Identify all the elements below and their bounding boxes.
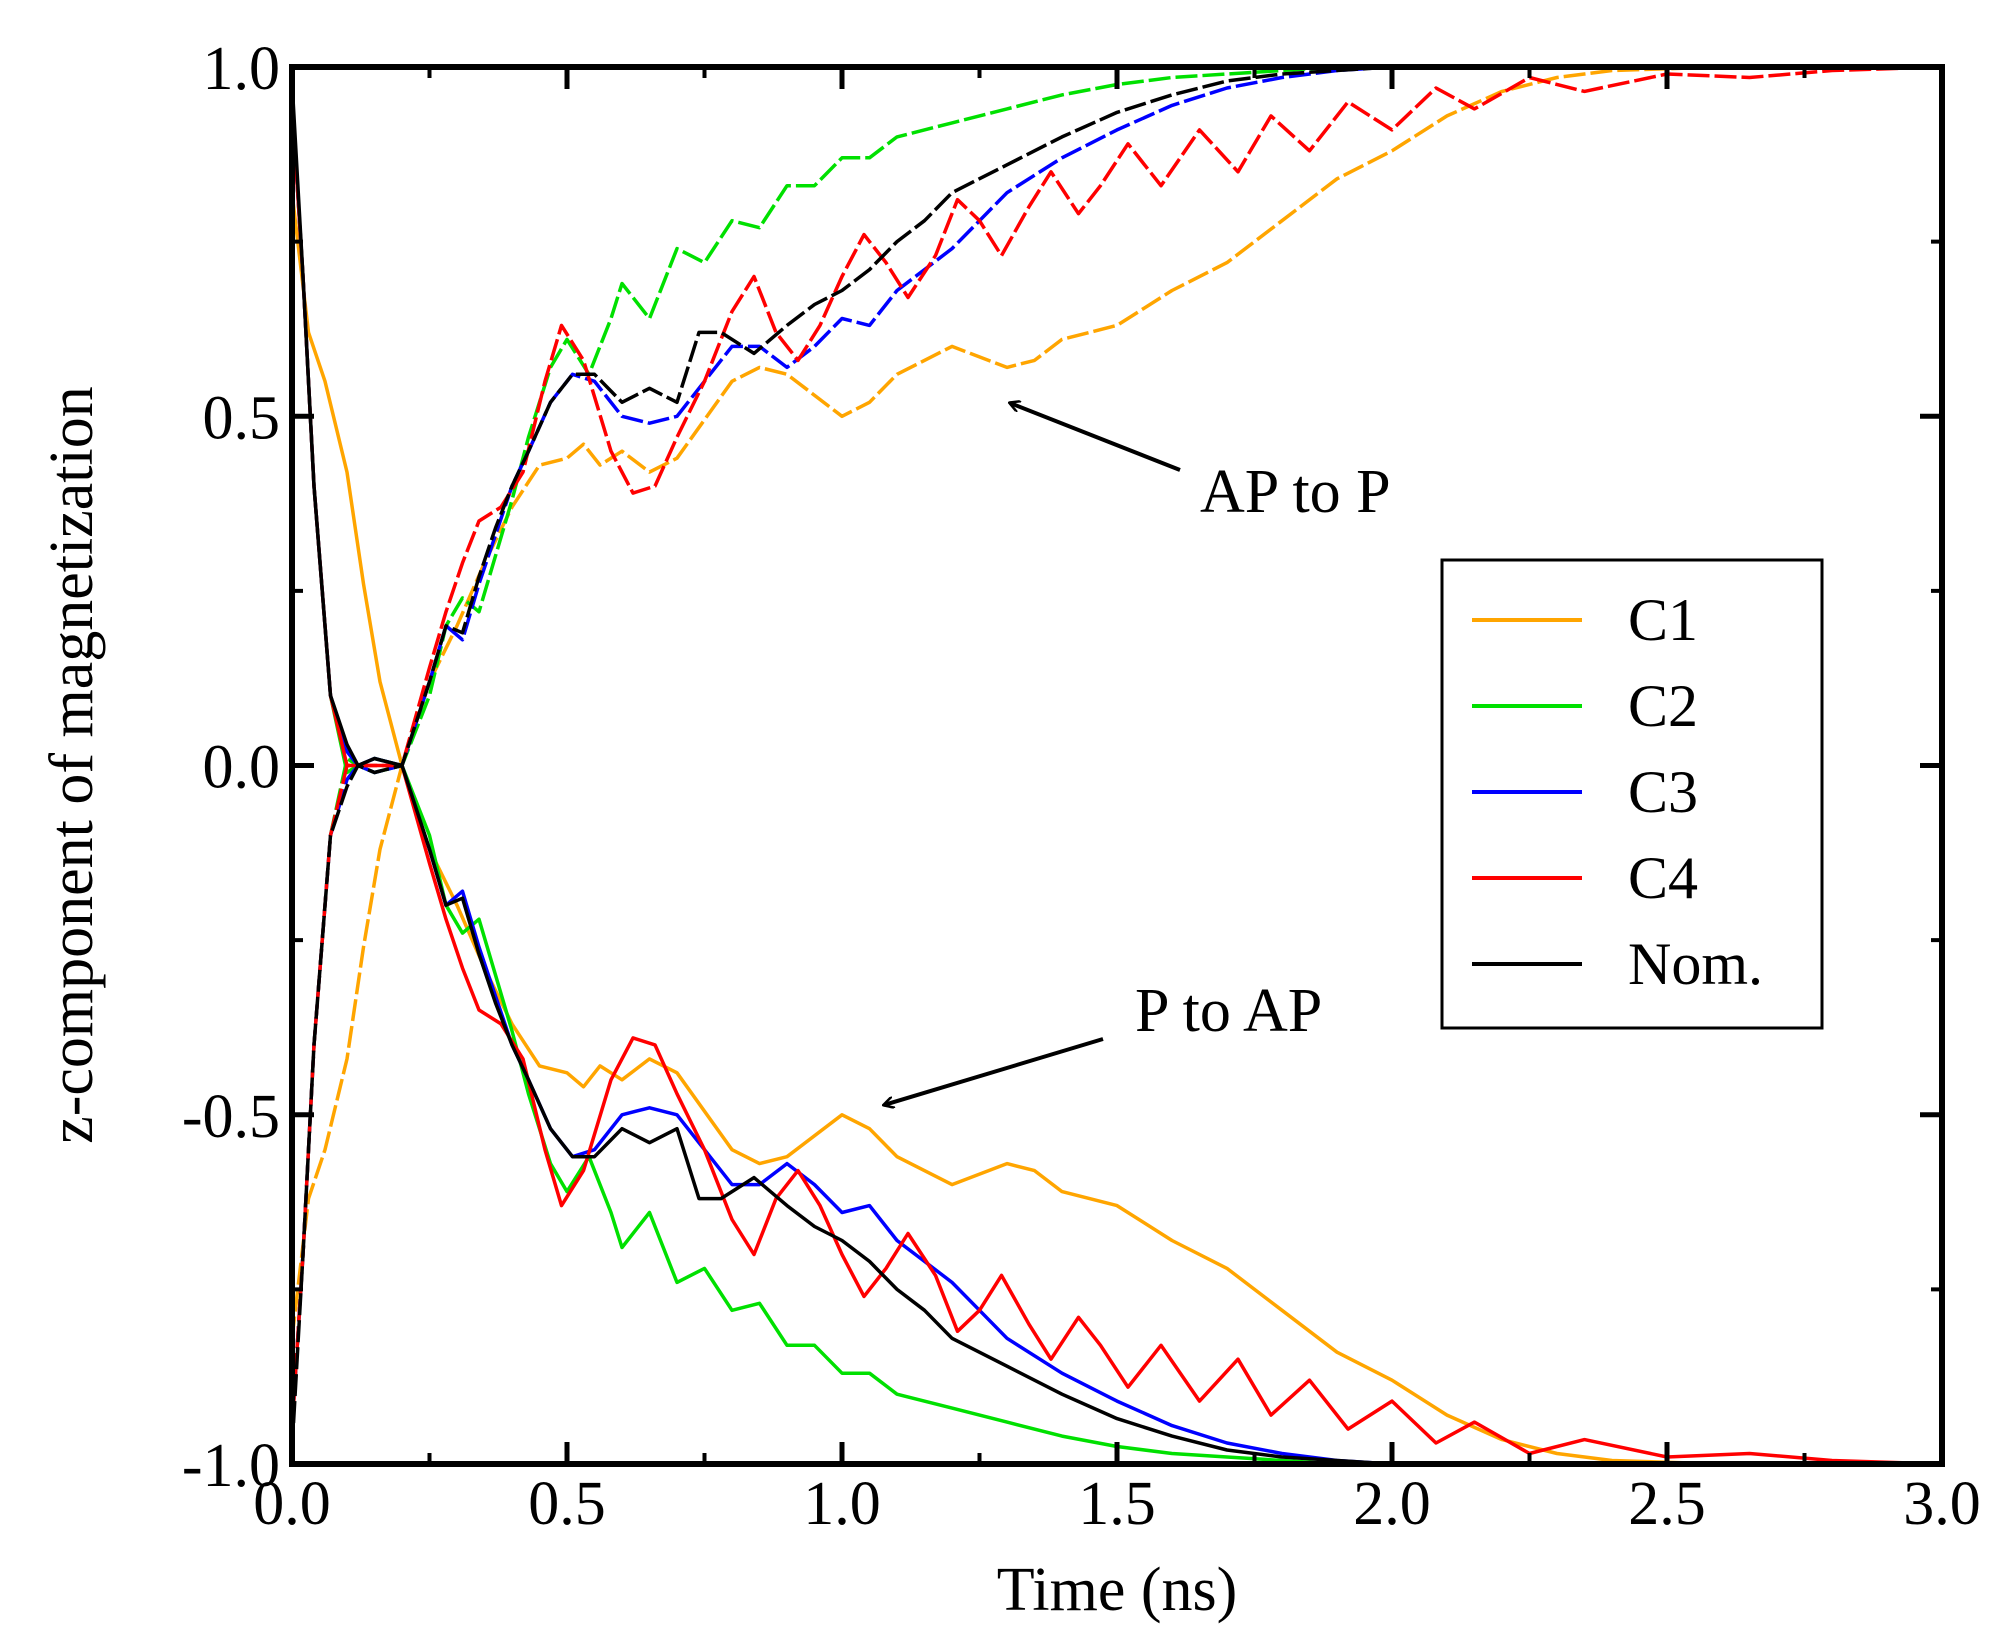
legend: C1 C2 C3 C4 Nom. [1440,558,1824,1030]
annotation-arrow-p-to-ap [884,1037,1104,1105]
x-tick-label: 3.0 [1903,1470,1981,1538]
legend-label-c3: C3 [1628,759,1698,825]
x-tick-label: 1.0 [803,1470,881,1538]
y-tick-label: 1.0 [203,35,281,103]
x-tick-label: 2.5 [1628,1470,1706,1538]
series-c3-p-to-ap-line [290,101,1393,1466]
series-layer [290,65,1943,1466]
x-tick-label: 2.0 [1353,1470,1431,1538]
plot-frame [289,64,1945,1467]
y-tick-label: 0.5 [203,384,281,452]
legend-label-nom: Nom. [1628,931,1763,997]
axis-ticks: 0.0 0.5 1.0 1.5 2.0 2.5 3.0 -1.0 -0.5 0.0 0.5 1.0 [182,35,1981,1538]
series-c4-ap-to-p-line [290,65,1943,1430]
legend-label-c1: C1 [1628,587,1698,653]
y-tick-label: 0.0 [203,734,281,802]
series-nom-ap-to-p-line [290,65,1393,1451]
annotation-text-p-to-ap: P to AP [1135,977,1322,1045]
x-tick-label: 0.5 [528,1470,606,1538]
series-c4-p-to-ap-line [290,101,1943,1466]
x-axis-label: Time (ns) [997,1556,1238,1624]
x-tick-label: 0.0 [253,1470,331,1538]
annotation-p-to-ap: P to AP [884,977,1322,1105]
y-tick-label: -1.0 [182,1432,280,1500]
y-axis-label: z-component of magnetization [38,386,106,1144]
x-tick-label: 1.5 [1078,1470,1156,1538]
annotation-arrow-ap-to-p [1010,403,1181,472]
series-nom-p-to-ap-line [290,80,1393,1466]
y-tick-label: -0.5 [182,1083,280,1151]
legend-label-c4: C4 [1628,845,1698,911]
annotation-ap-to-p: AP to P [1010,403,1391,526]
series-c3-ap-to-p-line [290,65,1393,1430]
legend-label-c2: C2 [1628,673,1698,739]
annotation-text-ap-to-p: AP to P [1200,458,1391,526]
